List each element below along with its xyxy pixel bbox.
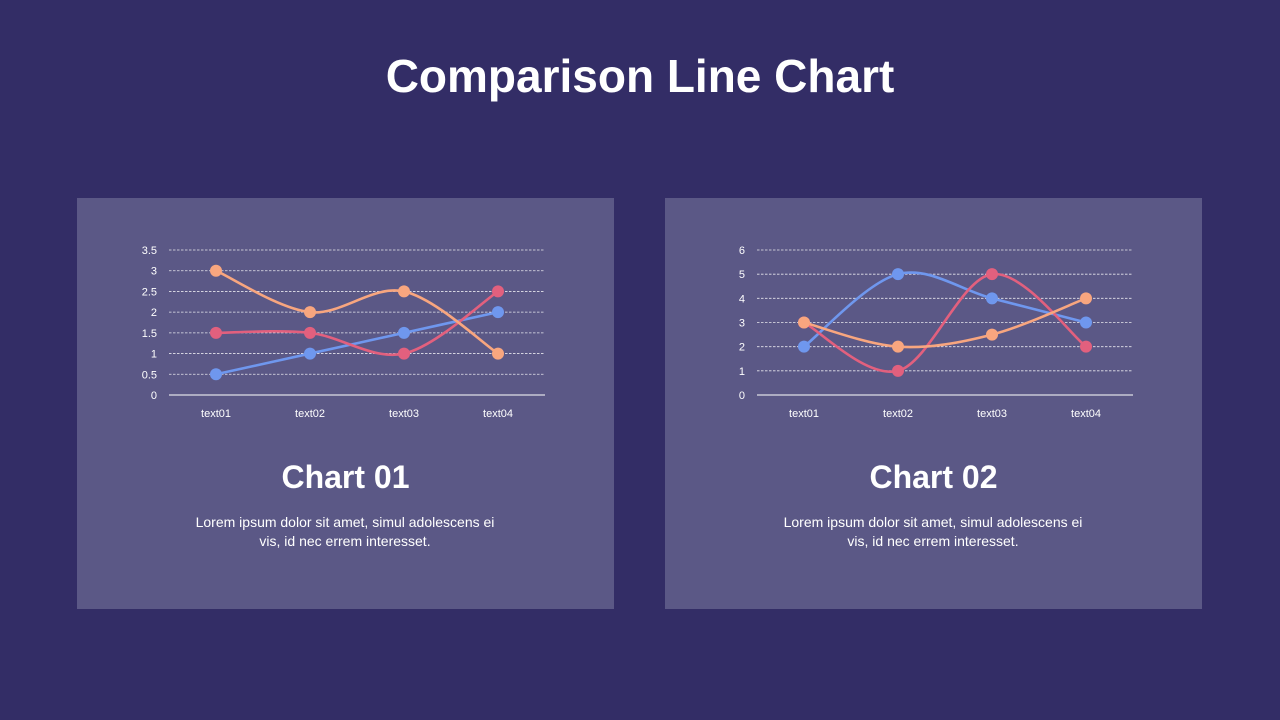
chart-description-2: Lorem ipsum dolor sit amet, simul adoles… [783, 514, 1083, 549]
x-tick-label: text01 [201, 408, 231, 420]
x-tick-label: text02 [295, 408, 325, 420]
series-line-1 [802, 271, 1088, 348]
y-tick-label: 0 [151, 390, 157, 402]
y-tick-label: 1 [739, 366, 745, 378]
data-point-series-1 [986, 292, 998, 305]
y-tick-label: 3 [739, 318, 745, 330]
series-line-2 [802, 272, 1088, 373]
data-point-series-2 [304, 326, 316, 339]
chart-heading-1: Chart 01 [281, 459, 410, 495]
page-title: Comparison Line Chart [385, 50, 895, 102]
chart-panel-2: 0 1 2 3 4 5 6 text01 text02 text03 text04 Chart 02… [665, 198, 1202, 609]
y-tick-label: 0.5 [142, 369, 157, 381]
data-point-series-2 [398, 347, 410, 360]
data-point-series-2 [986, 268, 998, 281]
x-tick-label: text04 [1071, 408, 1101, 420]
chart-heading-2: Chart 02 [869, 459, 998, 495]
y-tick-label: 2 [739, 342, 745, 354]
data-point-series-3 [492, 347, 504, 360]
data-point-series-3 [986, 328, 998, 341]
data-point-series-3 [892, 340, 904, 353]
x-tick-label: text03 [977, 408, 1007, 420]
data-point-series-1 [210, 368, 222, 381]
x-tick-label: text02 [883, 408, 913, 420]
y-tick-label: 3.5 [142, 245, 157, 257]
data-point-series-3 [304, 306, 316, 319]
y-tick-label: 2 [151, 307, 157, 319]
series-line-3 [214, 269, 500, 355]
data-point-series-1 [304, 347, 316, 360]
y-tick-label: 6 [739, 245, 745, 257]
y-tick-label: 4 [739, 293, 745, 305]
line-chart-2: 0 1 2 3 4 5 6 text01 text02 text03 text04 [739, 245, 1133, 420]
data-point-series-1 [1080, 316, 1092, 329]
data-point-series-2 [210, 326, 222, 339]
data-point-series-2 [892, 364, 904, 377]
data-point-series-1 [798, 340, 810, 353]
data-point-series-3 [1080, 292, 1092, 305]
y-tick-label: 5 [739, 269, 745, 281]
y-tick-label: 1 [151, 349, 157, 361]
y-tick-label: 1.5 [142, 328, 157, 340]
data-point-series-1 [892, 268, 904, 281]
series-line-3 [802, 297, 1088, 349]
y-tick-label: 0 [739, 390, 745, 402]
data-point-series-1 [492, 306, 504, 319]
data-point-series-1 [398, 326, 410, 339]
x-tick-label: text01 [789, 408, 819, 420]
x-tick-label: text04 [483, 408, 513, 420]
data-point-series-3 [398, 285, 410, 298]
line-chart-1: 0 0.5 1 1.5 2 2.5 3 3.5 text01 text02 text03 text04 [142, 245, 545, 420]
y-tick-label: 2.5 [142, 286, 157, 298]
chart-panel-1: 0 0.5 1 1.5 2 2.5 3 3.5 text01 text02 text03 text04… [77, 198, 614, 609]
data-point-series-2 [492, 285, 504, 298]
x-tick-label: text03 [389, 408, 419, 420]
data-point-series-3 [210, 264, 222, 277]
chart-description-1: Lorem ipsum dolor sit amet, simul adoles… [195, 514, 495, 549]
data-point-series-3 [798, 316, 810, 329]
y-tick-label: 3 [151, 266, 157, 278]
data-point-series-2 [1080, 340, 1092, 353]
